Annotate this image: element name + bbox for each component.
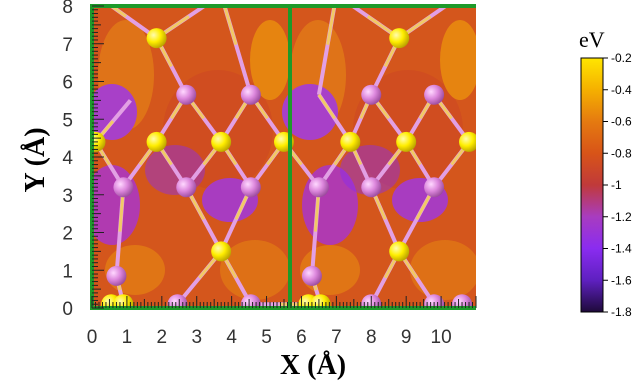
- y-tick-label: 5: [62, 110, 73, 131]
- pink-atom: [452, 294, 473, 308]
- x-tick-label: 0: [87, 327, 98, 348]
- yellow-atom: [113, 294, 134, 308]
- yellow-atom: [389, 241, 410, 262]
- patch: [440, 20, 476, 100]
- y-tick-label: 0: [62, 299, 73, 320]
- yellow-atom: [389, 28, 410, 49]
- pink-atom: [176, 177, 197, 198]
- colorbar-tick-label: -0.2: [611, 51, 632, 65]
- pink-atom: [424, 294, 445, 308]
- yellow-atom: [211, 241, 232, 262]
- y-axis-label: Y (Å): [20, 127, 51, 192]
- patch: [92, 84, 137, 140]
- yellow-atom: [326, 0, 346, 5]
- pink-atom: [301, 265, 322, 286]
- energy-map: [85, 0, 476, 308]
- ruler-ticks: [91, 5, 477, 309]
- x-tick-label: 8: [366, 327, 377, 348]
- patch: [250, 20, 290, 100]
- bond-half: [317, 93, 336, 120]
- bond-half: [326, 6, 336, 45]
- y-tick-label: 1: [62, 261, 73, 282]
- yellow-atom: [310, 294, 331, 308]
- x-tick-label: 7: [331, 327, 342, 348]
- x-tick-label: 6: [296, 327, 307, 348]
- x-tick-labels: 0 1 2 3 4 5 6 7 8 9 10: [87, 327, 452, 348]
- x-tick-label: 9: [401, 327, 412, 348]
- y-tick-labels: 0 1 2 3 4 5 6 7 8: [62, 0, 73, 320]
- yellow-atom: [452, 0, 472, 5]
- x-tick-label: 2: [157, 327, 168, 348]
- pink-atom: [240, 84, 261, 105]
- x-tick-label: 1: [122, 327, 133, 348]
- yellow-atom: [340, 131, 361, 152]
- colorbar-tick-label: -1.6: [611, 273, 632, 287]
- colorbar-tick-label: -1.4: [611, 242, 632, 256]
- colorbar-tick-label: -1.8: [611, 305, 632, 319]
- yellow-atom: [146, 131, 167, 152]
- pink-atom: [113, 177, 134, 198]
- x-axis-label: X (Å): [280, 350, 346, 381]
- patch: [220, 240, 290, 300]
- pink-atom: [240, 177, 261, 198]
- colorbar-gradient: [580, 57, 604, 313]
- y-tick-label: 4: [62, 148, 73, 169]
- pink-atom: [424, 177, 445, 198]
- colorbar-tick-label: -0.4: [611, 83, 632, 97]
- patch: [410, 240, 476, 300]
- pink-atom: [176, 84, 197, 105]
- colorbar-title: eV: [579, 27, 605, 52]
- y-tick-label: 6: [62, 73, 73, 94]
- colorbar-tick-label: -0.6: [611, 115, 632, 129]
- pink-atom: [85, 0, 105, 5]
- y-tick-label: 7: [62, 35, 73, 56]
- yellow-atom: [92, 131, 106, 152]
- colorbar-tick-label: -1: [611, 178, 622, 192]
- yellow-atom: [146, 28, 167, 49]
- x-tick-label: 10: [431, 327, 452, 348]
- pink-atom: [240, 294, 261, 308]
- pink-atom: [308, 177, 329, 198]
- patch: [282, 84, 338, 140]
- colorbar-ticks: -0.2 -0.4 -0.6 -0.8 -1 -1.2 -1.4 -1.6 -1.8: [603, 51, 632, 319]
- x-tick-label: 4: [226, 327, 237, 348]
- pink-atom: [106, 265, 127, 286]
- yellow-atom: [459, 131, 476, 152]
- patch: [340, 145, 400, 195]
- y-tick-label: 3: [62, 186, 73, 207]
- y-tick-label: 8: [62, 0, 73, 18]
- colorbar-tick-label: -0.8: [611, 146, 632, 160]
- yellow-atom: [211, 0, 231, 5]
- colorbar-tick-label: -1.2: [611, 210, 632, 224]
- atoms-layer: [85, 0, 476, 308]
- pink-atom: [167, 294, 188, 308]
- colorbar: eV -0.2 -0.4 -0.6 -0.8 -1 -1.2 -1.4 -1.6 -1.8: [579, 27, 632, 319]
- yellow-atom: [211, 131, 232, 152]
- pink-atom: [361, 84, 382, 105]
- bond-half: [108, 6, 127, 18]
- y-tick-label: 2: [62, 224, 73, 245]
- bond-half: [222, 6, 238, 46]
- x-tick-label: 5: [261, 327, 272, 348]
- pink-atom: [361, 177, 382, 198]
- x-tick-label: 3: [191, 327, 202, 348]
- pink-atom: [424, 84, 445, 105]
- yellow-atom: [396, 131, 417, 152]
